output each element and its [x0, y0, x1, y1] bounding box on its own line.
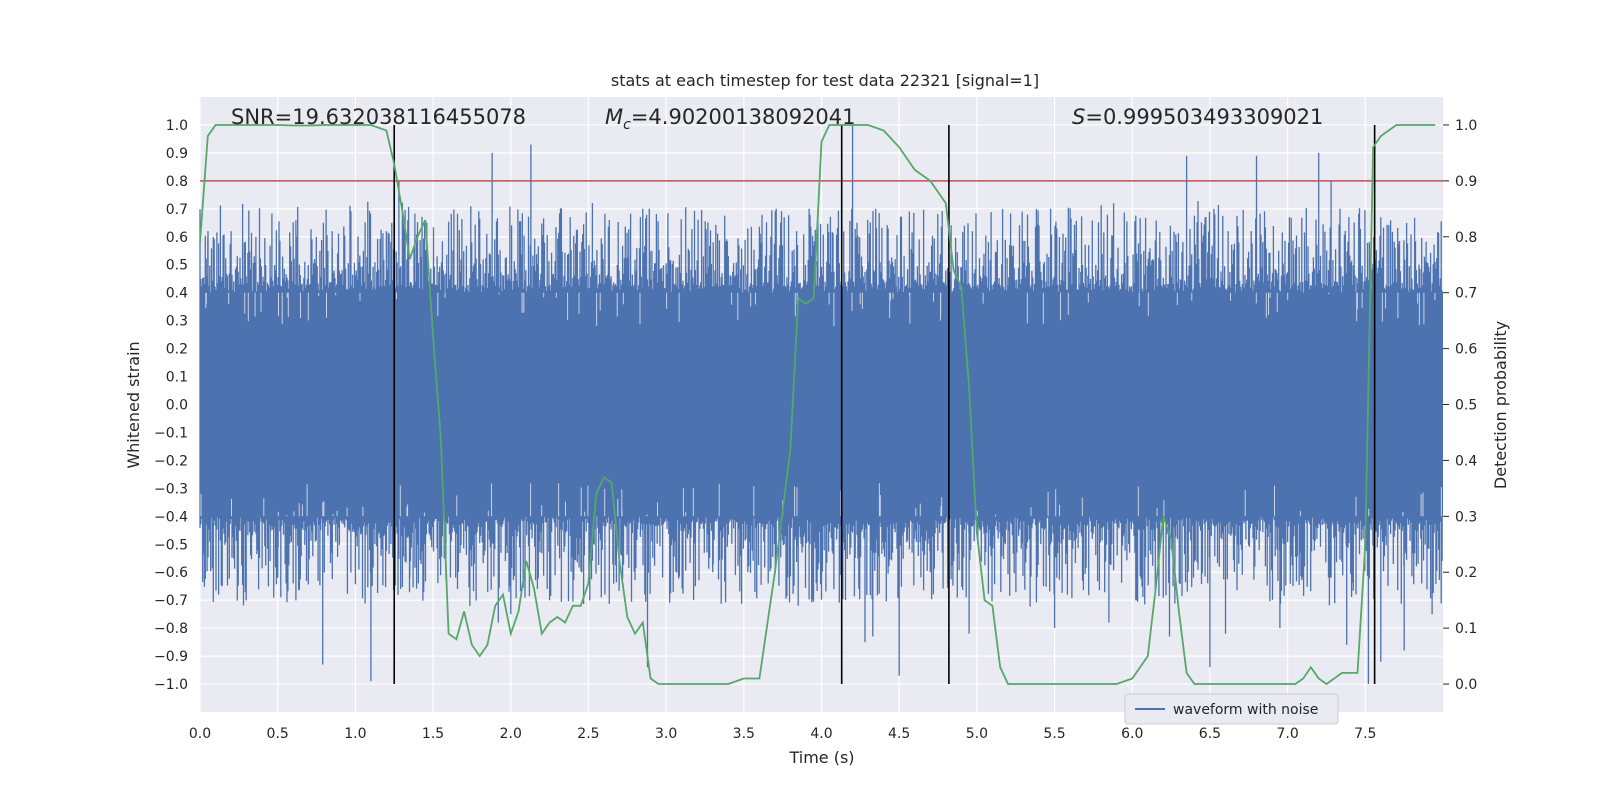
vertical-markers	[393, 124, 1376, 685]
y-tick-label: 1.0	[166, 118, 188, 134]
y-tick-label: 0.5	[166, 258, 188, 274]
y2-tick-label: 0.7	[1455, 286, 1477, 302]
y2-tick-labels: 1.0 0.9 0.8 0.7 0.6 0.5 0.4 0.3 0.2 0.1 0.0	[1443, 118, 1477, 693]
x-tick-label: 0.0	[189, 726, 211, 742]
x-tick-label: 2.5	[577, 726, 599, 742]
y-tick-label: −0.3	[154, 481, 188, 497]
x-axis-label: Time (s)	[788, 748, 854, 767]
y2-tick-label: 0.1	[1455, 621, 1477, 637]
x-tick-label: 0.5	[267, 726, 289, 742]
y-tick-label: 0.6	[166, 230, 188, 246]
y2-tick-label: 0.9	[1455, 174, 1477, 190]
y-axis-label: Whitened strain	[124, 341, 143, 468]
y2-tick-label: 0.5	[1455, 398, 1477, 414]
legend-box	[1124, 693, 1339, 725]
x-tick-label: 1.0	[344, 726, 366, 742]
y-tick-label: 0.1	[166, 370, 188, 386]
y-tick-label: −0.9	[154, 649, 188, 665]
score-symbol: S	[1072, 105, 1085, 129]
legend-label: waveform with noise	[1173, 702, 1318, 718]
chirp-mass-annotation: Mc=4.90200138092041	[605, 105, 856, 133]
y-tick-label: 0.7	[166, 202, 188, 218]
y-tick-label: 0.0	[166, 398, 188, 414]
y-tick-label: −0.5	[154, 537, 188, 553]
y2-tick-label: 0.2	[1455, 565, 1477, 581]
y2-tick-label: 1.0	[1455, 118, 1477, 134]
y2-tick-label: 0.3	[1455, 509, 1477, 525]
y2-tick-label: 0.8	[1455, 230, 1477, 246]
y-tick-labels: 1.0 0.9 0.8 0.7 0.6 0.5 0.4 0.3 0.2 0.1 0.0 −0.1 −0.…	[154, 118, 188, 693]
snr-annotation: SNR=19.632038116455078	[231, 105, 526, 129]
x-tick-label: 5.5	[1043, 726, 1065, 742]
chirp-mass-value: =4.90200138092041	[631, 105, 856, 129]
y2-tick-label: 0.6	[1455, 342, 1477, 358]
y-tick-label: −0.6	[154, 565, 188, 581]
chirp-mass-subscript: c	[623, 117, 631, 133]
y-tick-label: −0.2	[154, 453, 188, 469]
y-tick-label: −1.0	[154, 677, 188, 693]
x-tick-label: 4.0	[810, 726, 832, 742]
x-tick-labels: 0.0 0.5 1.0 1.5 2.0 2.5 3.0 3.5 4.0 4.5 5.0 5.5 6.0 6…	[189, 726, 1377, 742]
y-tick-label: −0.4	[154, 509, 188, 525]
y2-tick-label: 0.4	[1455, 453, 1477, 469]
x-tick-label: 7.0	[1276, 726, 1298, 742]
x-tick-label: 3.0	[655, 726, 677, 742]
y-tick-label: −0.8	[154, 621, 188, 637]
y2-tick-label: 0.0	[1455, 677, 1477, 693]
y-tick-label: 0.2	[166, 342, 188, 358]
x-tick-label: 7.5	[1354, 726, 1376, 742]
x-tick-label: 4.5	[888, 726, 910, 742]
chirp-mass-symbol: M	[605, 105, 623, 129]
y-tick-label: −0.7	[154, 593, 188, 609]
chart-title: stats at each timestep for test data 223…	[611, 71, 1039, 90]
legend: waveform with noise	[1124, 693, 1339, 725]
waveform-series	[199, 125, 1443, 684]
y-tick-label: −0.1	[154, 425, 188, 441]
probability-line	[199, 124, 1436, 686]
x-tick-label: 2.0	[500, 726, 522, 742]
x-tick-label: 3.5	[733, 726, 755, 742]
probability-series	[199, 124, 1436, 686]
x-tick-label: 6.0	[1121, 726, 1143, 742]
score-value: =0.999503493309021	[1085, 105, 1323, 129]
x-tick-label: 6.5	[1199, 726, 1221, 742]
y-tick-label: 0.3	[166, 314, 188, 330]
waveform-trace	[199, 125, 1443, 684]
y-tick-label: 0.9	[166, 146, 188, 162]
y2-axis-label: Detection probability	[1491, 321, 1510, 489]
y-tick-label: 0.4	[166, 286, 188, 302]
waveform-gaps	[200, 292, 1442, 517]
x-tick-label: 5.0	[966, 726, 988, 742]
score-annotation: S=0.999503493309021	[1072, 105, 1323, 129]
y-tick-label: 0.8	[166, 174, 188, 190]
x-tick-label: 1.5	[422, 726, 444, 742]
